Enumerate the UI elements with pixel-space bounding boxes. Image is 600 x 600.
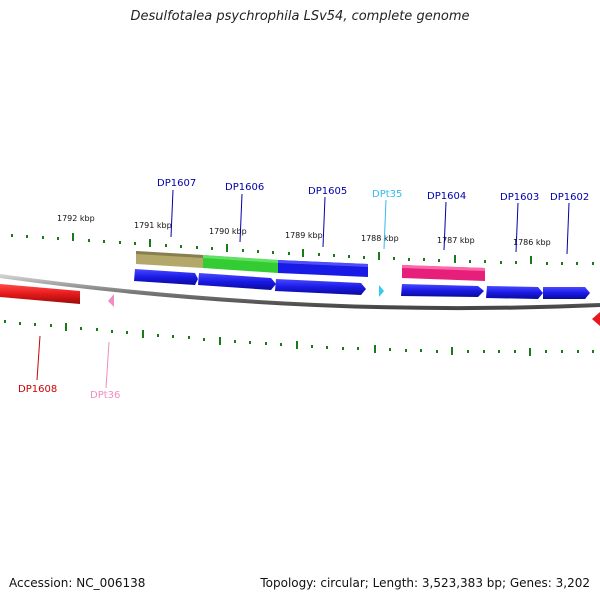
genome-backbone <box>0 274 600 311</box>
gene-label-DP1607[interactable]: DP1607 <box>157 178 196 189</box>
gene-arrow-DP1608[interactable] <box>0 284 80 304</box>
label-leaders <box>36 189 570 389</box>
gene-label-DPt36[interactable]: DPt36 <box>90 390 120 401</box>
gene-arrow-DP1606[interactable] <box>198 273 276 290</box>
scale-label-1787: 1787 kbp <box>437 236 475 245</box>
gene-label-DP1602[interactable]: DP1602 <box>550 192 589 203</box>
gene-arrow-DP1602[interactable] <box>543 287 590 299</box>
forward-strand-track <box>134 269 590 299</box>
map-title: Desulfotalea psychrophila LSv54, complet… <box>130 9 470 24</box>
scale-label-1786: 1786 kbp <box>513 238 551 247</box>
gene-arrow-offscreen-right[interactable] <box>592 312 600 326</box>
gene-label-DP1606[interactable]: DP1606 <box>225 182 264 193</box>
gene-arrow-DP1603[interactable] <box>486 286 543 299</box>
scale-label-1791: 1791 kbp <box>134 221 172 230</box>
scale-label-1788: 1788 kbp <box>361 234 399 243</box>
gene-label-DP1604[interactable]: DP1604 <box>427 191 466 202</box>
gene-label-DP1603[interactable]: DP1603 <box>500 192 539 203</box>
reverse-strand-track <box>0 284 600 326</box>
gene-arrow-DP1607[interactable] <box>134 269 198 285</box>
scale-label-1790: 1790 kbp <box>209 227 247 236</box>
accession-text: Accession: NC_006138 <box>9 576 146 590</box>
gene-label-DP1605[interactable]: DP1605 <box>308 186 347 197</box>
scale-label-1789: 1789 kbp <box>285 231 323 240</box>
cog-track <box>136 251 485 281</box>
gene-label-DP1608[interactable]: DP1608 <box>18 384 57 395</box>
scale-label-1792: 1792 kbp <box>57 214 95 223</box>
gene-arrow-DP1604[interactable] <box>401 284 484 297</box>
lower-scale-ticks <box>4 320 594 356</box>
gene-label-DPt35[interactable]: DPt35 <box>372 189 402 200</box>
genome-summary-text: Topology: circular; Length: 3,523,383 bp… <box>260 576 590 590</box>
gene-arrow-DP1605[interactable] <box>275 279 366 295</box>
upper-scale-ticks <box>11 233 594 265</box>
trna-arrow-DPt36[interactable] <box>108 294 114 307</box>
trna-arrow-DPt35[interactable] <box>379 285 384 297</box>
